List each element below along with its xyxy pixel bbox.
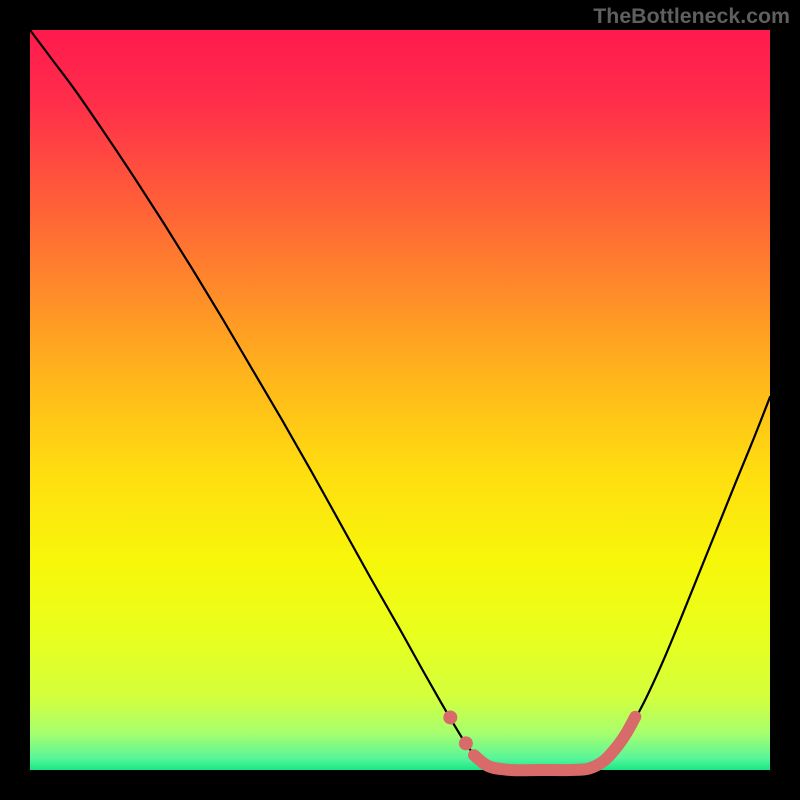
watermark-text: TheBottleneck.com [593,4,790,29]
plot-gradient-background [30,30,770,770]
chart-stage: TheBottleneck.com [0,0,800,800]
